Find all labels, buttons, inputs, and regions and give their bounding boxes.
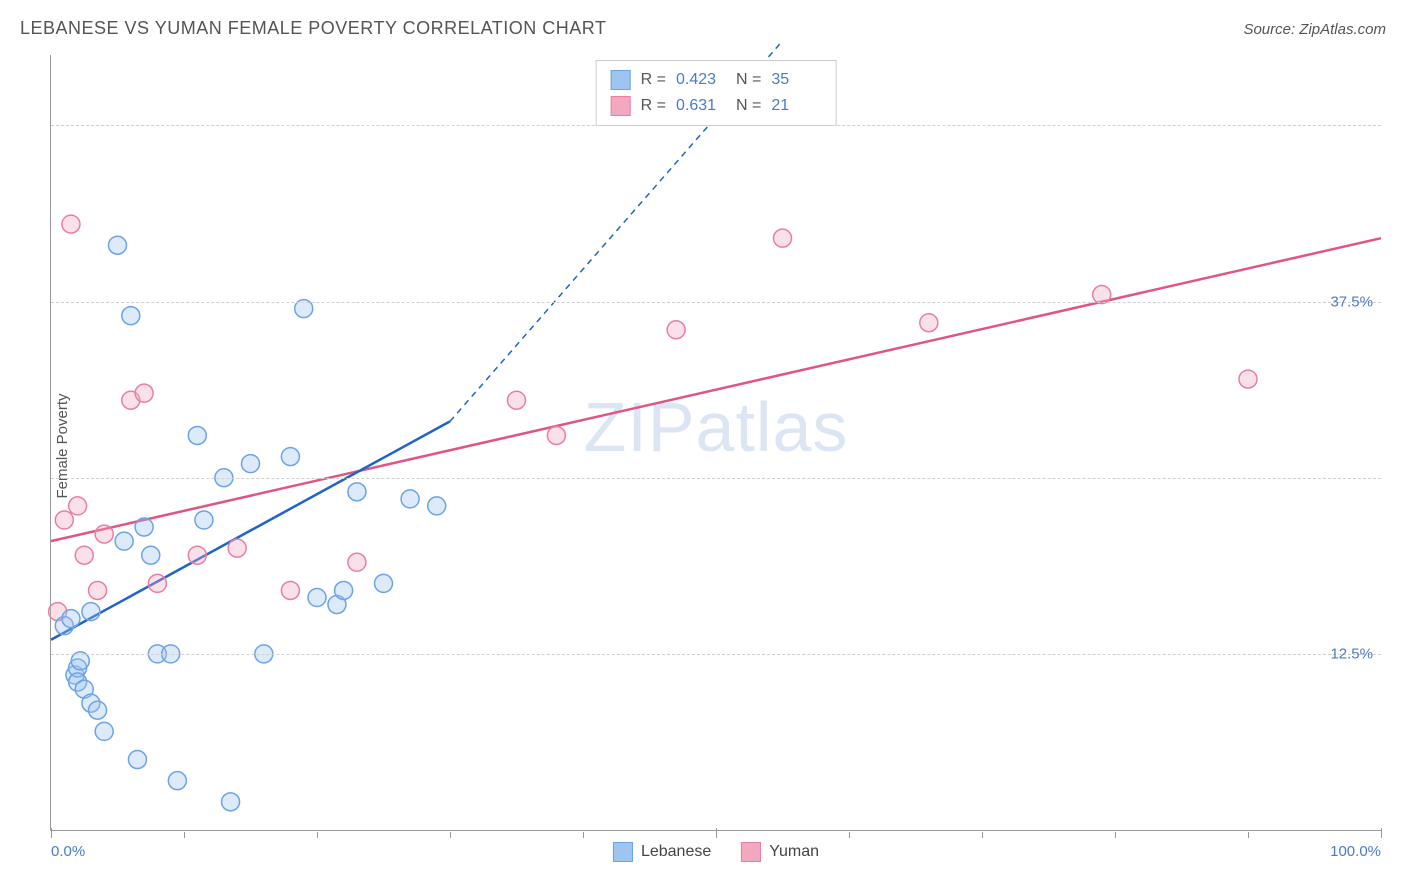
x-tick xyxy=(849,832,850,838)
x-tick xyxy=(1381,828,1382,838)
lebanese-n-value: 35 xyxy=(771,67,821,93)
x-tick-label: 0.0% xyxy=(51,843,85,860)
legend-label: Lebanese xyxy=(641,843,711,861)
x-tick xyxy=(982,832,983,838)
chart-title: LEBANESE VS YUMAN FEMALE POVERTY CORRELA… xyxy=(20,18,606,39)
lebanese-swatch-icon xyxy=(611,70,631,90)
plot-area: ZIPatlas R = 0.423 N = 35 R = 0.631 N = … xyxy=(50,55,1381,831)
x-tick xyxy=(184,832,185,838)
lebanese-swatch-icon xyxy=(613,842,633,862)
x-tick xyxy=(1248,832,1249,838)
x-tick xyxy=(317,832,318,838)
x-tick xyxy=(450,832,451,838)
source-label: Source: ZipAtlas.com xyxy=(1243,21,1386,38)
y-tick-label: 37.5% xyxy=(1330,293,1373,310)
n-label: N = xyxy=(736,93,761,119)
chart-svg xyxy=(51,55,1381,830)
bottom-legend: Lebanese Yuman xyxy=(613,842,819,862)
yuman-r-value: 0.631 xyxy=(676,93,726,119)
r-label: R = xyxy=(641,93,666,119)
legend-label: Yuman xyxy=(769,843,819,861)
yuman-swatch-icon xyxy=(611,96,631,116)
legend-item-yuman: Yuman xyxy=(741,842,819,862)
yuman-n-value: 21 xyxy=(771,93,821,119)
stats-row-lebanese: R = 0.423 N = 35 xyxy=(611,67,822,93)
x-tick xyxy=(1115,832,1116,838)
n-label: N = xyxy=(736,67,761,93)
y-tick-label: 12.5% xyxy=(1330,645,1373,662)
gridline xyxy=(51,654,1381,655)
lebanese-r-value: 0.423 xyxy=(676,67,726,93)
r-label: R = xyxy=(641,67,666,93)
gridline xyxy=(51,125,1381,126)
stats-box: R = 0.423 N = 35 R = 0.631 N = 21 xyxy=(596,60,837,126)
x-tick xyxy=(716,828,717,838)
stats-row-yuman: R = 0.631 N = 21 xyxy=(611,93,822,119)
yuman-swatch-icon xyxy=(741,842,761,862)
gridline xyxy=(51,302,1381,303)
x-tick xyxy=(583,832,584,838)
legend-item-lebanese: Lebanese xyxy=(613,842,711,862)
x-tick xyxy=(51,828,52,838)
x-tick-label: 100.0% xyxy=(1330,843,1381,860)
gridline xyxy=(51,478,1381,479)
